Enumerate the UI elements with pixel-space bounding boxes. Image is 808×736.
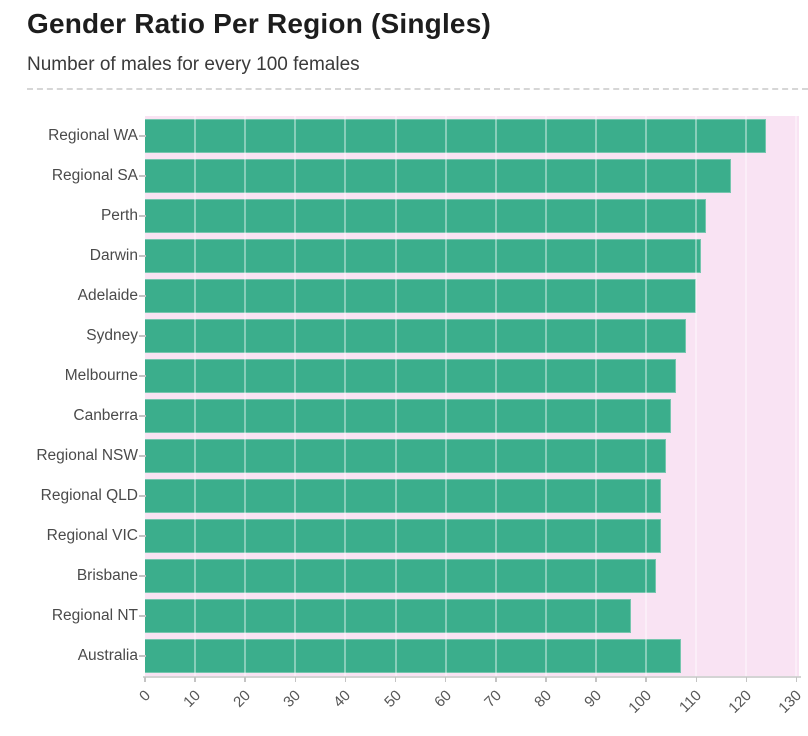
bar-canberra — [145, 399, 672, 433]
chart-title: Gender Ratio Per Region (Singles) — [27, 8, 492, 39]
y-category-label: Australia — [77, 647, 138, 664]
y-category-label: Melbourne — [64, 367, 138, 384]
y-tick-dash — [139, 335, 146, 337]
gridline-100 — [645, 116, 648, 676]
gridline-70 — [494, 116, 497, 676]
bar-sydney — [145, 319, 687, 353]
x-axis-line — [143, 676, 801, 678]
bar-regional-qld — [145, 479, 662, 513]
y-tick-dash — [139, 575, 146, 577]
y-category-label: Canberra — [73, 407, 138, 424]
bar-perth — [145, 199, 707, 233]
y-tick-dash — [139, 375, 146, 377]
bar-regional-nt — [145, 599, 632, 633]
y-tick-dash — [139, 415, 146, 417]
gridline-20 — [244, 116, 247, 676]
x-tick-mark-20 — [244, 677, 246, 682]
chart-subtitle: Number of males for every 100 females — [27, 54, 360, 75]
x-tick-mark-110 — [695, 677, 697, 682]
x-tick-mark-10 — [194, 677, 196, 682]
plot-area — [145, 116, 799, 676]
bar-regional-nsw — [145, 439, 667, 473]
x-tick-mark-100 — [645, 677, 647, 682]
y-category-label: Adelaide — [77, 287, 138, 304]
gridline-50 — [394, 116, 397, 676]
x-tick-mark-90 — [595, 677, 597, 682]
gridline-30 — [294, 116, 297, 676]
x-tick-mark-30 — [294, 677, 297, 682]
y-tick-dash — [139, 655, 146, 657]
y-tick-dash — [139, 215, 146, 217]
bar-melbourne — [145, 359, 677, 393]
bar-adelaide — [145, 279, 697, 313]
gridline-40 — [344, 116, 347, 676]
gridline-60 — [444, 116, 447, 676]
y-category-label: Regional VIC — [46, 527, 138, 544]
y-tick-dash — [139, 175, 146, 177]
bar-brisbane — [145, 559, 657, 593]
gridline-120 — [745, 116, 748, 676]
bar-darwin — [145, 239, 702, 273]
x-tick-mark-120 — [745, 677, 748, 682]
y-category-label: Regional QLD — [40, 487, 138, 504]
x-tick-mark-80 — [545, 677, 547, 682]
bar-regional-vic — [145, 519, 662, 553]
y-category-label: Regional NT — [51, 607, 138, 624]
y-tick-dash — [139, 295, 146, 297]
x-tick-mark-70 — [495, 677, 497, 682]
gridline-90 — [595, 116, 598, 676]
y-category-label: Brisbane — [76, 567, 138, 584]
y-tick-dash — [139, 135, 146, 137]
x-tick-mark-130 — [795, 677, 798, 682]
y-category-label: Regional WA — [48, 127, 138, 144]
bar-regional-wa — [145, 119, 767, 153]
y-category-label: Regional SA — [51, 167, 138, 184]
y-tick-dash — [139, 615, 146, 617]
header-divider — [27, 88, 808, 90]
y-tick-dash — [139, 495, 146, 497]
gridline-10 — [194, 116, 197, 676]
bar-australia — [145, 639, 682, 673]
y-category-label: Sydney — [86, 327, 138, 344]
x-tick-mark-50 — [394, 677, 397, 682]
x-tick-mark-40 — [344, 677, 347, 682]
x-tick-mark-0 — [144, 677, 146, 682]
y-tick-dash — [139, 455, 146, 457]
gridline-110 — [695, 116, 698, 676]
x-tick-mark-60 — [444, 677, 447, 682]
y-category-label: Perth — [100, 207, 138, 224]
gridline-80 — [544, 116, 547, 676]
y-category-label: Regional NSW — [36, 447, 138, 464]
y-category-label: Darwin — [89, 247, 138, 264]
y-tick-dash — [139, 255, 146, 257]
y-tick-dash — [139, 535, 146, 537]
bar-regional-sa — [145, 159, 732, 193]
y-axis-labels: Regional WA Regional SA Perth Darwin Adelaid… — [0, 116, 138, 676]
x-tick-label-0: 0 — [136, 687, 155, 705]
gridline-130 — [795, 116, 798, 676]
